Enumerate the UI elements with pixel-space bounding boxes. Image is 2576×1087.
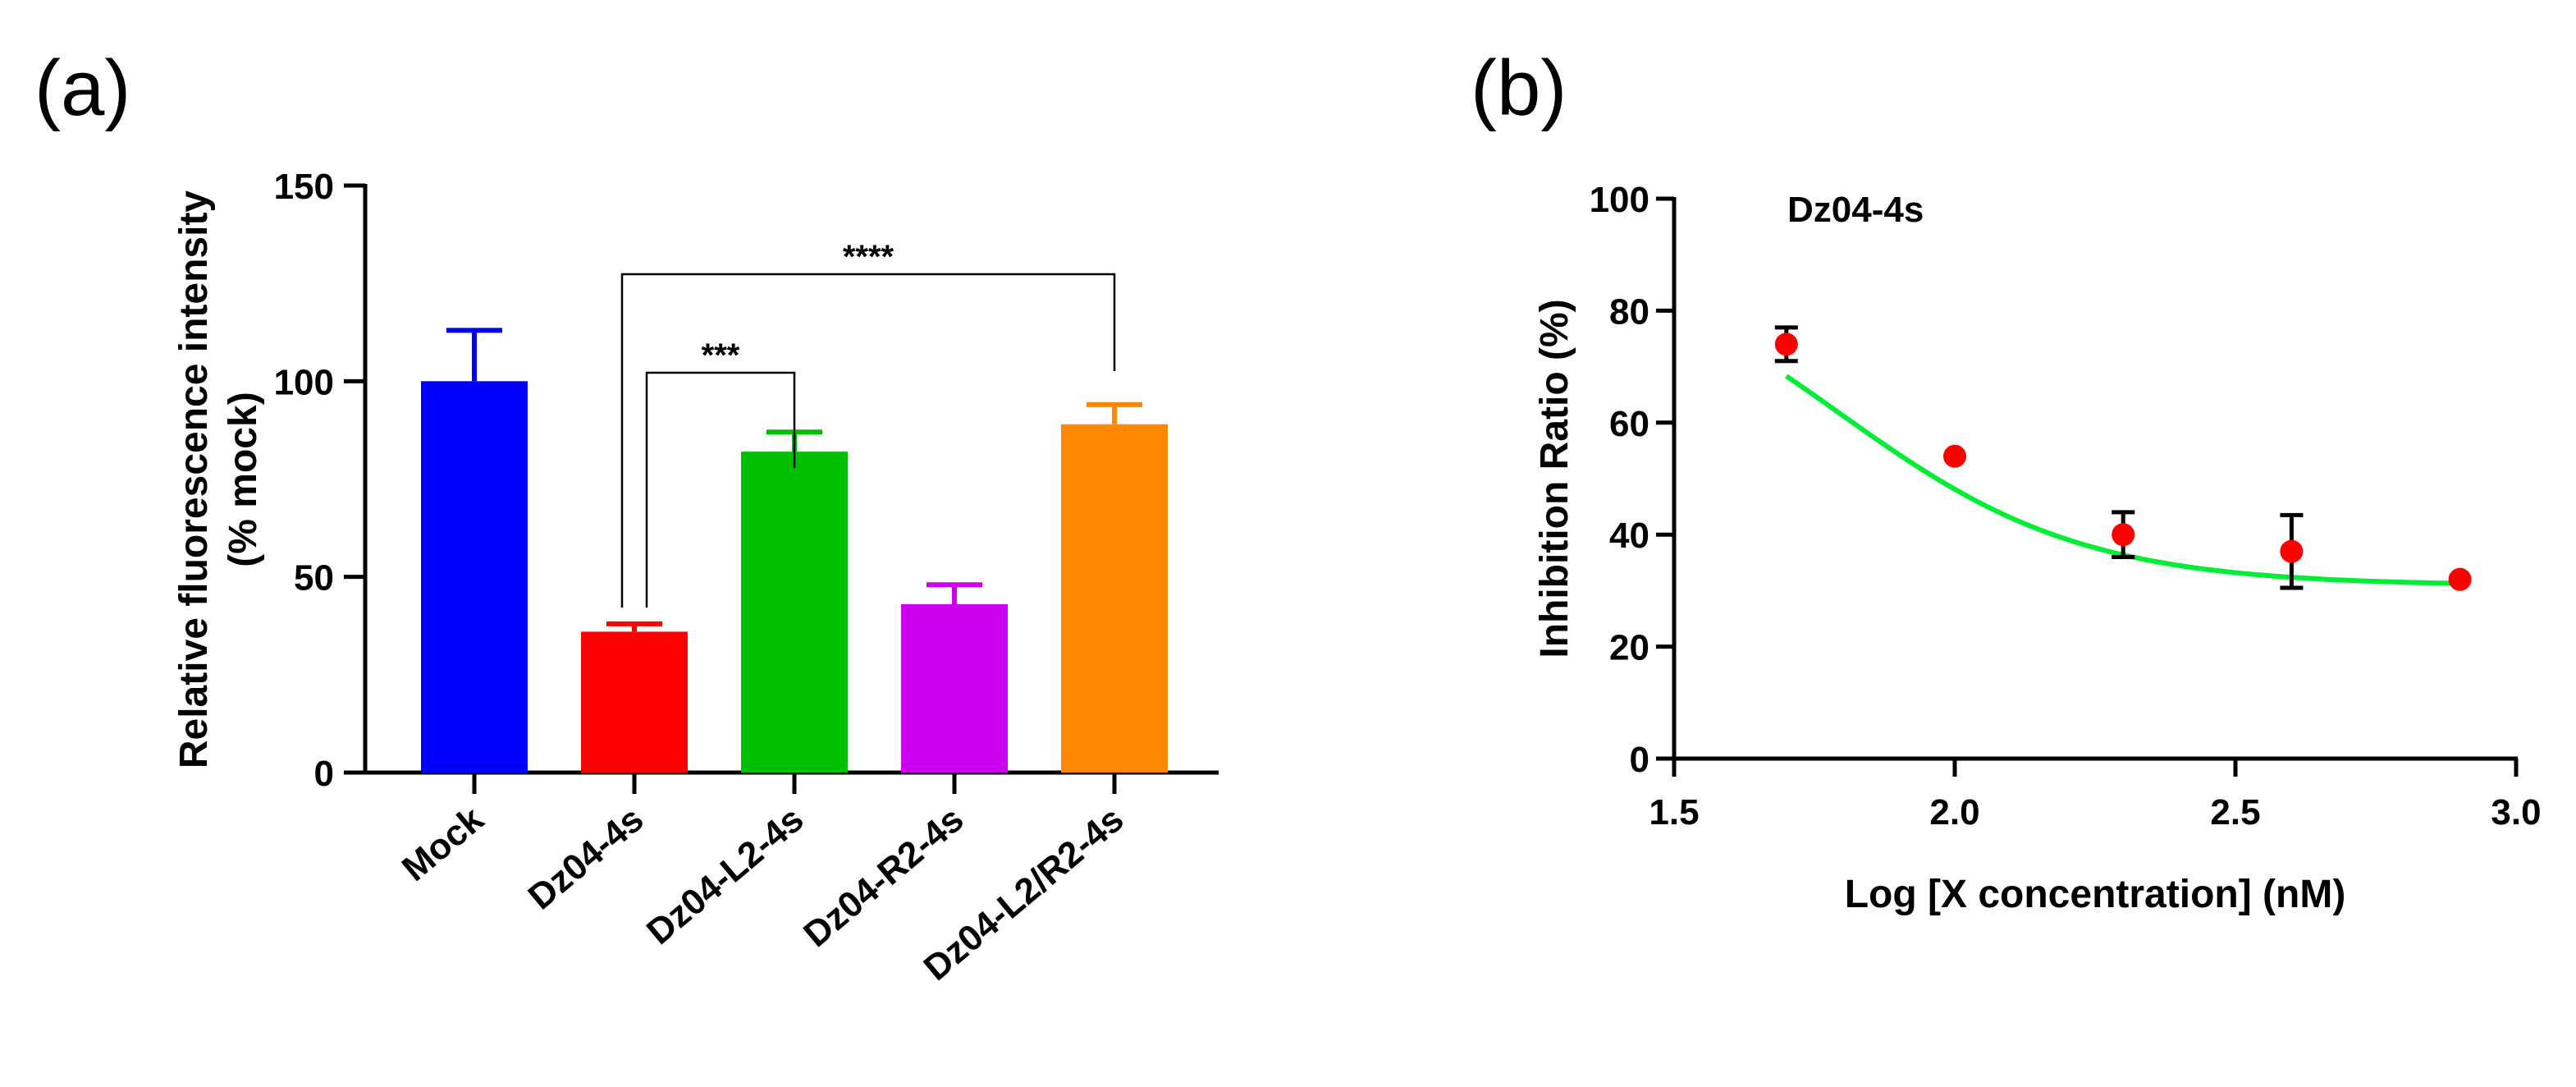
data-point [2280, 539, 2304, 563]
panel-a-label: (a) [34, 44, 130, 132]
series-annotation: Dz04-4s [1787, 190, 1924, 230]
y-axis-label-line1: Relative fluorescence intensity [172, 190, 216, 769]
bar [421, 381, 528, 773]
y-tick-label: 0 [314, 754, 334, 794]
x-tick-label: 2.0 [1929, 792, 1979, 832]
y-tick-label: 80 [1609, 291, 1649, 332]
y-axis-label: Relative fluorescence intensity (% mock) [172, 190, 265, 769]
x-tick-label: Dz04-4s [521, 799, 652, 917]
data-point [2112, 523, 2135, 547]
panel-b-label: (b) [1471, 44, 1567, 132]
bar [581, 631, 688, 773]
bar [741, 452, 848, 773]
x-tick-label: 1.5 [1649, 792, 1699, 832]
bar [901, 604, 1008, 773]
x-tick-label: 2.5 [2210, 792, 2260, 832]
y-tick-label: 100 [274, 362, 334, 402]
significance-label: **** [843, 239, 895, 275]
significance-label: *** [702, 337, 740, 374]
significance-bracket [620, 273, 1116, 608]
y-tick-label: 20 [1609, 628, 1649, 668]
y-tick-label: 100 [1590, 180, 1649, 220]
y-tick-label: 150 [274, 167, 334, 207]
y-tick-label: 40 [1609, 516, 1649, 556]
bar [1061, 424, 1168, 773]
data-point [1943, 444, 1966, 468]
significance-bracket [645, 371, 796, 608]
dose-response-chart: 0 20 40 60 80 100 1.5 2.0 2.5 3.0 Log [X concentra… [1533, 180, 2542, 916]
data-point [1774, 333, 1798, 356]
x-tick-label: Dz04-R2-4s [796, 799, 971, 955]
x-tick-label: Dz04-L2-4s [639, 799, 811, 952]
y-tick-label: 50 [294, 558, 334, 599]
x-tick-label: Mock [395, 799, 492, 889]
y-tick-label: 0 [1630, 740, 1649, 780]
x-axis-label: Log [X concentration] (nM) [1845, 873, 2346, 916]
y-axis-label: Inhibition Ratio (%) [1533, 299, 1576, 658]
data-point [2448, 567, 2472, 591]
x-tick-label: 3.0 [2491, 792, 2541, 832]
y-tick-label: 60 [1609, 404, 1649, 444]
y-axis-label-line2: (% mock) [222, 392, 265, 566]
